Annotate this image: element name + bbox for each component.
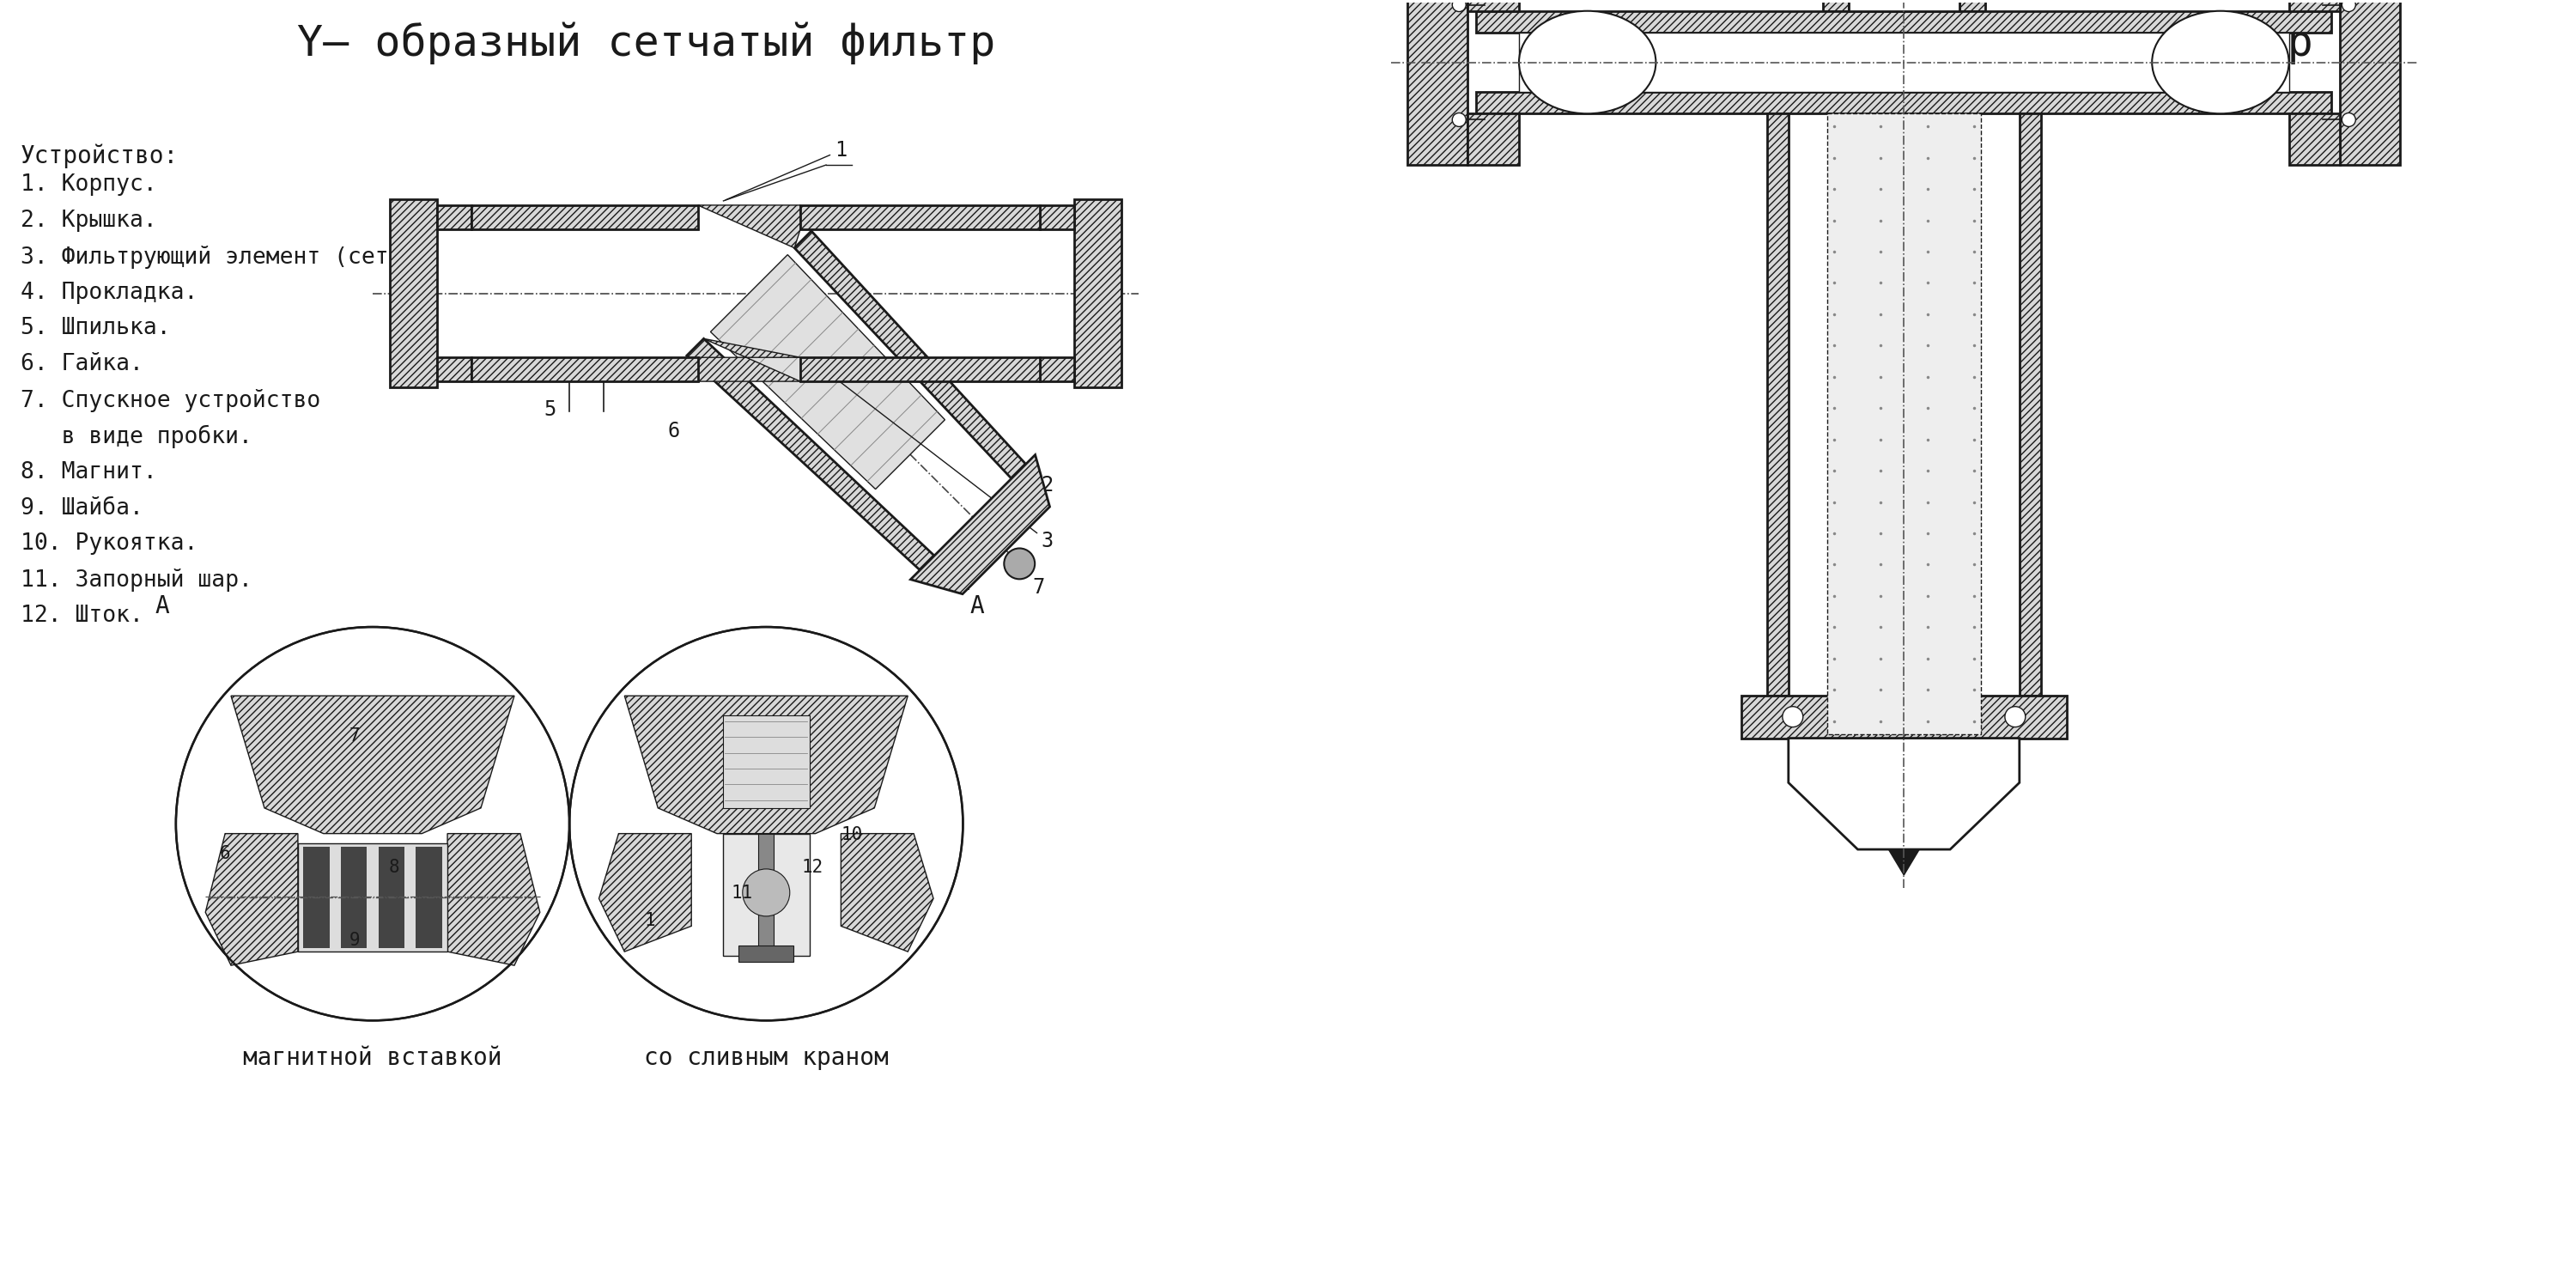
Bar bbox=[1468, 0, 1520, 11]
Text: Т – образный корзинчатый фильтр: Т – образный корзинчатый фильтр bbox=[1512, 22, 2313, 65]
Text: 3: 3 bbox=[832, 375, 1054, 552]
Polygon shape bbox=[793, 231, 1025, 479]
Polygon shape bbox=[600, 834, 690, 951]
Polygon shape bbox=[909, 455, 1051, 594]
Bar bbox=[379, 847, 404, 949]
Text: 5. Шпилька.: 5. Шпилька. bbox=[21, 317, 170, 340]
Polygon shape bbox=[623, 696, 907, 834]
Polygon shape bbox=[698, 206, 801, 248]
Bar bbox=[1468, 114, 1520, 165]
Circle shape bbox=[742, 868, 791, 916]
Polygon shape bbox=[448, 834, 541, 965]
Circle shape bbox=[1453, 0, 1466, 11]
Bar bbox=[1041, 358, 1074, 382]
Text: 8. Магнит.: 8. Магнит. bbox=[21, 461, 157, 483]
Bar bbox=[1476, 92, 2331, 114]
Text: 11. Запорный шар.: 11. Запорный шар. bbox=[21, 568, 252, 593]
Bar bbox=[471, 358, 698, 382]
Bar bbox=[304, 847, 330, 949]
Bar bbox=[801, 206, 1041, 229]
Bar bbox=[2290, 0, 2339, 11]
Text: 2: 2 bbox=[1007, 475, 1054, 533]
Bar bbox=[2290, 114, 2339, 165]
Ellipse shape bbox=[1520, 11, 1656, 114]
Text: 3. Фильтрующий элемент (сетка).: 3. Фильтрующий элемент (сетка). bbox=[21, 245, 443, 268]
Polygon shape bbox=[232, 696, 515, 834]
Text: 12. Шток.: 12. Шток. bbox=[21, 605, 142, 627]
Text: 2. Крышка.: 2. Крышка. bbox=[21, 209, 157, 231]
Text: 1: 1 bbox=[726, 140, 848, 200]
Bar bbox=[2020, 114, 2040, 696]
Bar bbox=[801, 358, 1041, 382]
Bar bbox=[1741, 696, 2066, 738]
Circle shape bbox=[1453, 112, 1466, 126]
Text: в виде пробки.: в виде пробки. bbox=[21, 425, 252, 448]
Text: 6: 6 bbox=[667, 420, 680, 442]
Text: Y– образный сетчатый фильтр: Y– образный сетчатый фильтр bbox=[296, 22, 994, 65]
Circle shape bbox=[175, 627, 569, 1020]
Text: 10. Рукоятка.: 10. Рукоятка. bbox=[21, 533, 198, 555]
Text: 12: 12 bbox=[801, 859, 824, 876]
Bar bbox=[739, 946, 793, 962]
Text: магнитной вставкой: магнитной вставкой bbox=[242, 1046, 502, 1070]
Bar bbox=[415, 847, 443, 949]
Bar bbox=[2339, 0, 2401, 165]
Bar bbox=[438, 206, 471, 229]
Text: 7. Спускное устройство: 7. Спускное устройство bbox=[21, 389, 319, 412]
Bar bbox=[438, 358, 471, 382]
Text: Устройство:: Устройство: bbox=[21, 143, 178, 169]
Bar bbox=[1476, 11, 2331, 32]
Circle shape bbox=[1005, 548, 1036, 578]
Text: 5: 5 bbox=[544, 400, 556, 420]
Circle shape bbox=[1783, 706, 1803, 727]
Bar bbox=[340, 847, 366, 949]
Text: 1: 1 bbox=[644, 912, 654, 930]
Text: 1. Корпус.: 1. Корпус. bbox=[21, 174, 157, 195]
Circle shape bbox=[569, 627, 963, 1020]
Polygon shape bbox=[206, 834, 299, 965]
Text: A: A bbox=[969, 594, 984, 618]
Text: со сливным краном: со сливным краном bbox=[644, 1046, 889, 1070]
Bar bbox=[1850, 0, 1960, 11]
Text: 8: 8 bbox=[389, 859, 399, 876]
Polygon shape bbox=[724, 715, 809, 808]
Text: 11: 11 bbox=[732, 885, 752, 902]
Text: 6. Гайка.: 6. Гайка. bbox=[21, 354, 142, 375]
Bar bbox=[1041, 206, 1074, 229]
Polygon shape bbox=[1888, 849, 1919, 875]
Circle shape bbox=[2004, 706, 2025, 727]
Bar bbox=[724, 834, 809, 955]
Text: A: A bbox=[155, 594, 170, 618]
Bar bbox=[1406, 0, 1468, 165]
Text: 9. Шайба.: 9. Шайба. bbox=[21, 497, 142, 520]
Ellipse shape bbox=[2151, 11, 2290, 114]
Text: 7: 7 bbox=[350, 728, 361, 744]
Bar bbox=[471, 206, 698, 229]
Text: 7: 7 bbox=[1033, 577, 1043, 598]
Bar bbox=[299, 843, 448, 951]
Bar bbox=[389, 199, 438, 387]
Text: 4: 4 bbox=[961, 573, 971, 594]
Text: 10: 10 bbox=[840, 826, 863, 843]
Text: 4. Прокладка.: 4. Прокладка. bbox=[21, 281, 198, 304]
Bar bbox=[1826, 114, 1981, 734]
Polygon shape bbox=[1788, 738, 2020, 849]
Polygon shape bbox=[840, 834, 933, 951]
Polygon shape bbox=[711, 254, 945, 489]
Polygon shape bbox=[698, 338, 801, 382]
Bar bbox=[1074, 199, 1121, 387]
Bar bbox=[1960, 0, 1986, 11]
Text: 6: 6 bbox=[219, 845, 229, 862]
Bar bbox=[1520, 32, 2290, 92]
Bar bbox=[1824, 0, 1850, 11]
Text: 9: 9 bbox=[350, 932, 361, 949]
Circle shape bbox=[2342, 112, 2354, 126]
Polygon shape bbox=[688, 338, 935, 570]
Bar bbox=[1767, 114, 1788, 696]
Bar bbox=[757, 834, 773, 955]
Circle shape bbox=[2342, 0, 2354, 11]
